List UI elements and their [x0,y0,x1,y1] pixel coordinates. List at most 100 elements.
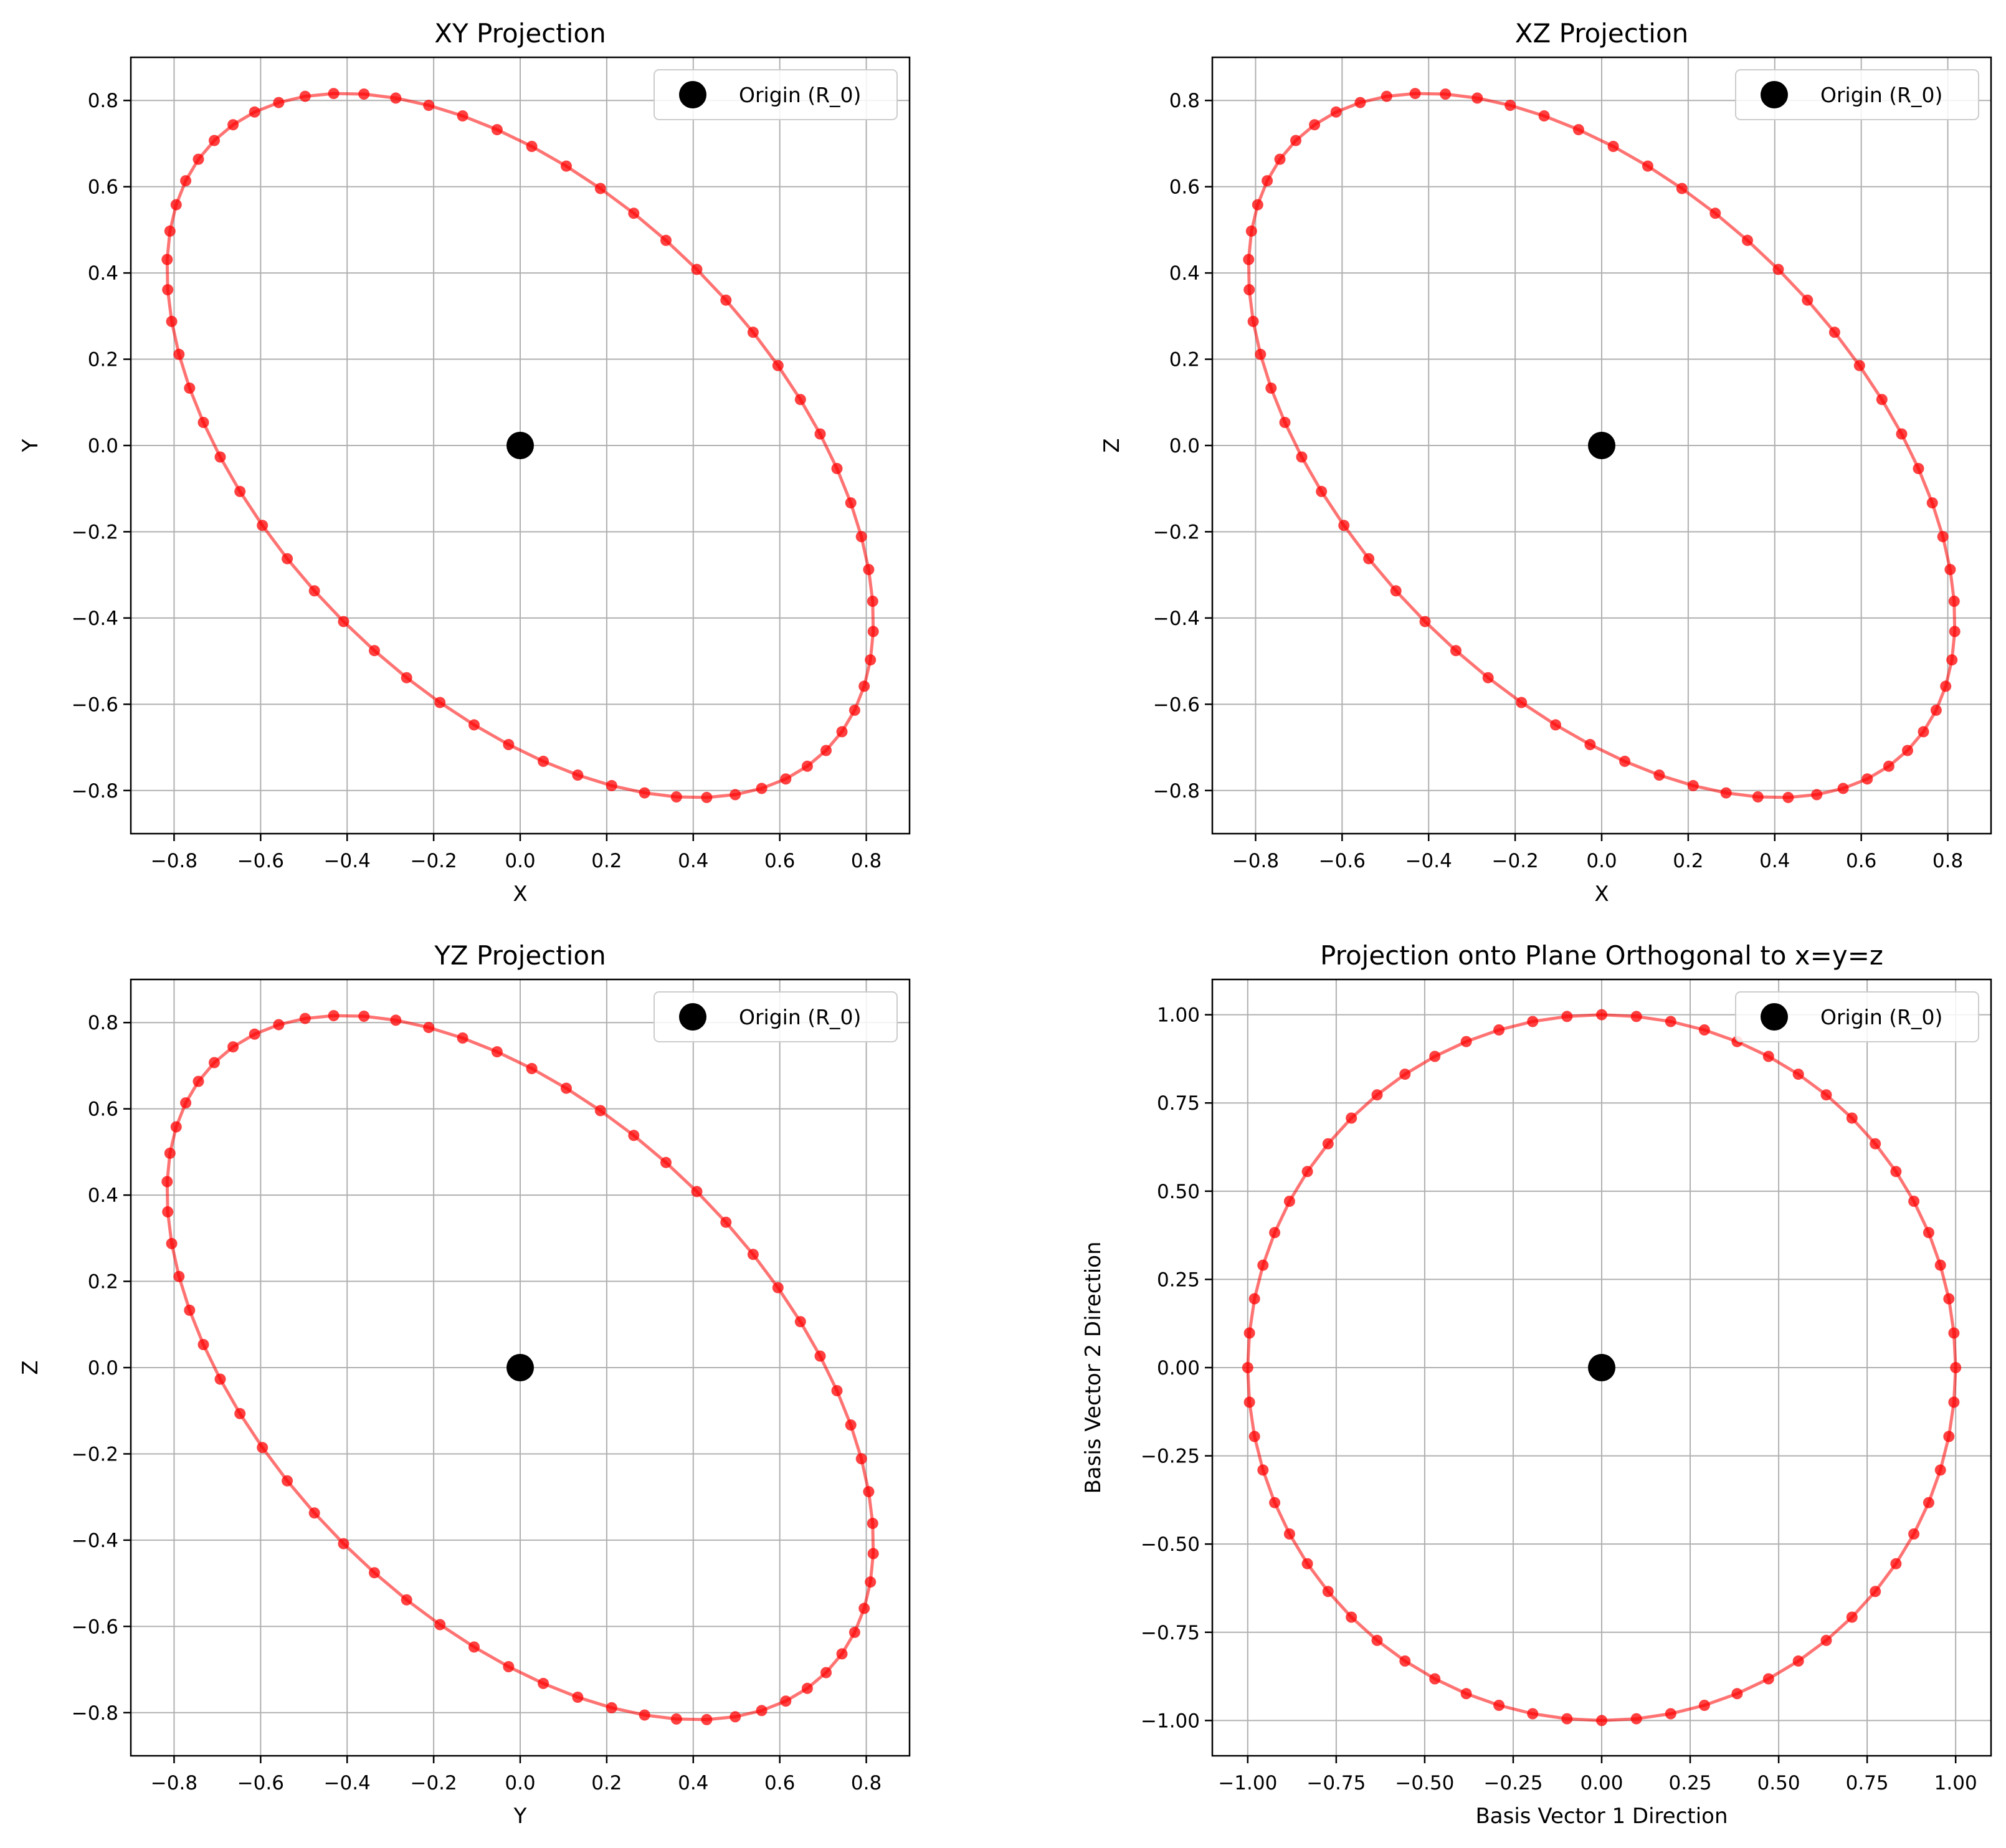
y-tick-label: −1.00 [1141,1710,1200,1732]
y-tick-label: 0.8 [88,90,118,112]
trajectory-point [794,1316,806,1328]
trajectory-point [1630,1713,1642,1725]
trajectory-point [1493,1700,1505,1711]
chart-panel-4: −1.00 −0.75 −0.50 −0.25 0.00 0.25 0.50 0.75 1.00… [1081,940,1992,1829]
trajectory-point [503,1661,515,1672]
trajectory-point [1870,1586,1881,1598]
y-tick-label: −0.50 [1141,1533,1200,1556]
trajectory-point [1792,1655,1804,1667]
x-axis-label: X [1594,882,1609,907]
trajectory-point [1619,755,1631,767]
x-tick-label: −0.6 [237,850,284,872]
trajectory-point [1820,1634,1832,1646]
trajectory-point [1471,92,1483,104]
y-tick-label: −0.8 [72,1702,118,1725]
trajectory-point [1846,1611,1858,1623]
trajectory-point [328,1010,340,1022]
trajectory-point [1419,616,1431,627]
trajectory-point [1846,1112,1858,1124]
trajectory-point [358,88,370,100]
trajectory-point [1381,90,1392,102]
trajectory-point [691,264,703,275]
trajectory-point [1811,789,1823,801]
x-tick-label: −0.8 [1232,850,1279,872]
legend-box [654,991,898,1042]
trajectory-point [572,1692,584,1703]
trajectory-point [193,153,204,165]
trajectory-point [214,1373,226,1385]
trajectory-point [1802,294,1813,306]
trajectory-point [670,1713,682,1725]
trajectory-point [865,1576,877,1588]
x-tick-label: 0.4 [1759,850,1790,872]
y-axis-label: Basis Vector 2 Direction [1081,1241,1106,1493]
y-tick-label: −0.4 [72,1530,118,1552]
trajectory-point [1949,626,1961,637]
y-tick-label: −0.2 [72,1443,118,1465]
trajectory-point [369,1567,380,1579]
trajectory-point [1870,1138,1881,1150]
trajectory-point [1926,497,1938,509]
trajectory-point [1429,1050,1441,1062]
trajectory-point [1248,1293,1260,1305]
trajectory-point [1561,1011,1573,1022]
trajectory-point [639,787,650,799]
y-tick-label: 0.6 [88,176,118,199]
trajectory-point [1363,553,1375,564]
trajectory-point [1642,160,1653,172]
y-tick-label: −0.6 [72,1616,118,1638]
trajectory-point [1742,234,1753,246]
trajectory-point [1493,1024,1505,1036]
trajectory-point [780,1695,792,1707]
trajectory-point [772,1282,784,1293]
x-tick-label: 0.00 [1580,1772,1623,1794]
trajectory-point [1550,719,1561,731]
chart-panel-2: −0.8 −0.6 −0.4 −0.2 0.0 0.2 0.4 0.6 0.8 −0.8 −0.6 −… [1100,18,1992,907]
trajectory-point [491,124,503,136]
trajectory-point [170,1121,182,1133]
trajectory-point [1330,106,1342,118]
trajectory-point [1283,1196,1295,1207]
trajectory-point [1390,585,1402,597]
trajectory-point [1572,124,1584,136]
trajectory-point [1440,88,1452,100]
trajectory-point [1950,1362,1962,1373]
trajectory-point [1943,1431,1955,1442]
x-tick-label: −0.75 [1306,1772,1366,1794]
trajectory-point [820,745,832,756]
y-tick-label: −0.4 [72,607,118,630]
trajectory-point [1255,348,1267,360]
x-axis-label: Y [513,1804,527,1829]
y-tick-label: 0.8 [88,1012,118,1034]
trajectory-point [1676,183,1688,194]
trajectory-point [170,199,182,211]
x-tick-label: −0.50 [1395,1772,1454,1794]
trajectory-point [1252,199,1263,211]
trajectory-point [1820,1089,1832,1101]
y-tick-label: −0.75 [1141,1622,1200,1644]
x-tick-label: 0.0 [1586,850,1617,872]
x-tick-label: −0.6 [1319,850,1366,872]
trajectory-point [1346,1112,1357,1124]
x-tick-label: 0.4 [678,1772,708,1794]
trajectory-point [1301,1166,1313,1178]
trajectory-point [849,1626,860,1638]
x-axis-label: X [513,882,527,907]
y-axis-label: Y [18,439,43,452]
trajectory-point [1890,1166,1902,1178]
trajectory-point [180,1097,192,1109]
trajectory-point [1930,704,1942,716]
y-tick-label: −0.4 [1153,607,1200,630]
trajectory-point [1948,596,1960,607]
trajectory-point [162,284,174,295]
trajectory-point [1937,531,1949,543]
trajectory-point [338,1538,349,1550]
trajectory-point [526,141,538,152]
trajectory-point [249,1028,260,1040]
trajectory-point [164,225,176,237]
trajectory-point [1944,564,1956,576]
trajectory-point [572,769,584,781]
trajectory-point [747,326,759,338]
trajectory-point [1460,1688,1472,1700]
legend: Origin (R_0) [1735,69,1979,120]
